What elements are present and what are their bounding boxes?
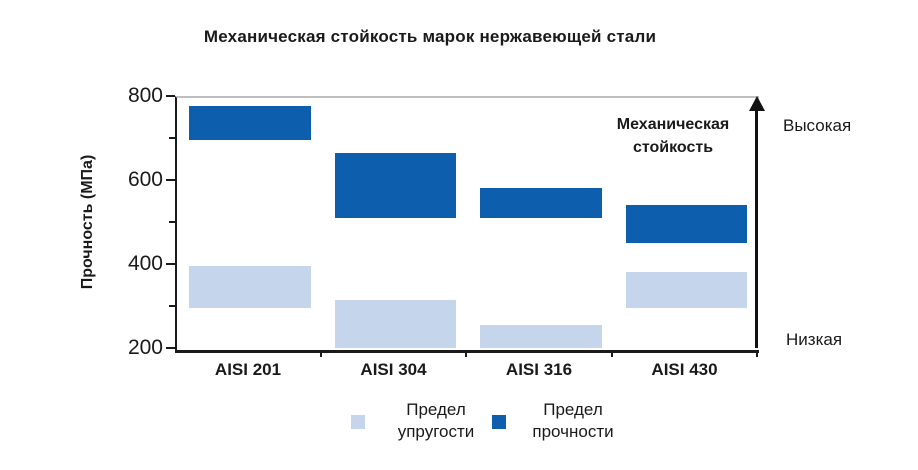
legend-swatch-tensile-strength <box>492 415 506 429</box>
y-tick-label-600: 600 <box>127 168 163 191</box>
y-tick-label-400: 400 <box>127 252 163 275</box>
y-minor-tick-700 <box>169 137 175 139</box>
x-tick-label-aisi-430: AISI 430 <box>651 360 718 379</box>
bar-aisi-316-series-0 <box>480 324 602 348</box>
arrow-up-icon <box>749 96 765 111</box>
y-tick-800 <box>166 95 175 97</box>
y-minor-tick-300 <box>169 305 175 307</box>
y-tick-400 <box>166 263 175 265</box>
legend-swatch-elastic-limit <box>351 415 365 429</box>
x-tick-label-aisi-304: AISI 304 <box>360 360 427 379</box>
y-tick-200 <box>166 347 175 349</box>
x-tick-label-aisi-316: AISI 316 <box>505 360 573 379</box>
legend-label-tensile-strength: Предел прочности <box>532 400 614 441</box>
x-tick-2 <box>465 351 467 357</box>
y-tick-label-200: 200 <box>127 336 163 359</box>
bar-aisi-430-series-0 <box>625 272 747 308</box>
mech-resistance-annotation: Механическая стойкость <box>598 113 748 159</box>
annotation-line-1: Механическая <box>616 116 730 133</box>
y-tick-600 <box>166 179 175 181</box>
y-minor-tick-500 <box>169 221 175 223</box>
chart-title: Механическая стойкость марок нержавеющей… <box>203 27 657 46</box>
x-tick-1 <box>319 351 322 357</box>
bar-aisi-201-series-0 <box>189 266 311 308</box>
y-tick-label-800: 800 <box>127 84 163 107</box>
bar-aisi-304-series-0 <box>334 299 456 348</box>
x-tick-4 <box>756 351 758 357</box>
arrow-low-label: Низкая <box>786 330 843 349</box>
annotation-line-2: стойкость <box>632 139 714 156</box>
arrow-high-label: Высокая <box>783 116 852 135</box>
bar-aisi-316-series-1 <box>480 188 602 218</box>
x-tick-label-aisi-201: AISI 201 <box>214 360 282 379</box>
legend-label-elastic-limit: Предел упругости <box>397 400 475 441</box>
plot-area <box>175 96 759 353</box>
bar-aisi-430-series-1 <box>625 205 747 243</box>
bar-aisi-304-series-1 <box>334 152 456 218</box>
x-tick-3 <box>610 351 613 357</box>
bar-aisi-201-series-1 <box>189 106 311 140</box>
mech-resistance-arrow <box>755 110 758 348</box>
